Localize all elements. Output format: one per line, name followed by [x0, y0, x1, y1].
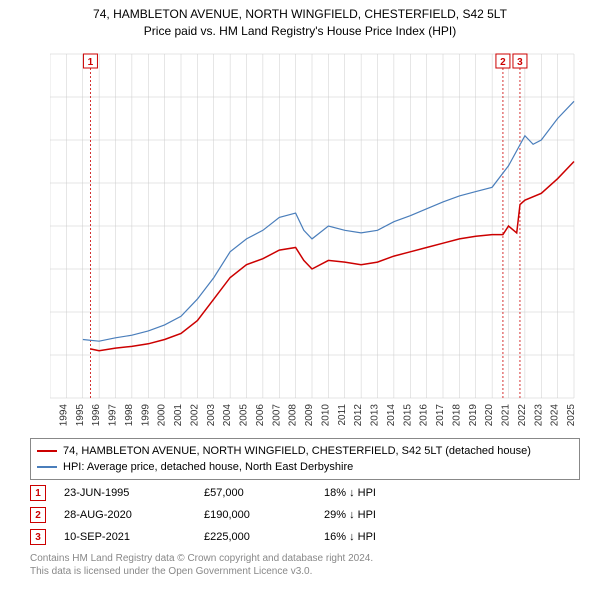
svg-text:1995: 1995 — [75, 404, 86, 427]
footer-line-1: Contains HM Land Registry data © Crown c… — [30, 552, 373, 565]
event-row-3: 3 10-SEP-2021 £225,000 16% ↓ HPI — [30, 526, 580, 548]
event-marker-2: 2 — [30, 507, 46, 523]
svg-text:2006: 2006 — [255, 404, 266, 427]
svg-text:2015: 2015 — [402, 404, 413, 427]
title-line-1: 74, HAMBLETON AVENUE, NORTH WINGFIELD, C… — [0, 6, 600, 23]
svg-text:1993: 1993 — [50, 404, 53, 427]
chart-container: 74, HAMBLETON AVENUE, NORTH WINGFIELD, C… — [0, 0, 600, 590]
event-marker-3: 3 — [30, 529, 46, 545]
legend-label-property: 74, HAMBLETON AVENUE, NORTH WINGFIELD, C… — [63, 445, 531, 457]
svg-text:1994: 1994 — [58, 404, 69, 427]
svg-text:2012: 2012 — [353, 404, 364, 427]
svg-text:2024: 2024 — [550, 404, 561, 427]
svg-text:1999: 1999 — [140, 404, 151, 427]
legend-box: 74, HAMBLETON AVENUE, NORTH WINGFIELD, C… — [30, 438, 580, 480]
chart-title: 74, HAMBLETON AVENUE, NORTH WINGFIELD, C… — [0, 0, 600, 40]
event-diff-2: 29% ↓ HPI — [324, 509, 376, 521]
svg-text:2005: 2005 — [239, 404, 250, 427]
event-diff-1: 18% ↓ HPI — [324, 487, 376, 499]
svg-text:2016: 2016 — [419, 404, 430, 427]
footer-text: Contains HM Land Registry data © Crown c… — [30, 552, 373, 578]
title-line-2: Price paid vs. HM Land Registry's House … — [0, 23, 600, 40]
svg-text:2013: 2013 — [370, 404, 381, 427]
event-price-1: £57,000 — [204, 487, 324, 499]
svg-text:1998: 1998 — [124, 404, 135, 427]
svg-text:2001: 2001 — [173, 404, 184, 427]
event-marker-1-num: 1 — [35, 488, 41, 499]
event-diff-3: 16% ↓ HPI — [324, 531, 376, 543]
svg-text:2011: 2011 — [337, 404, 348, 426]
legend-swatch-hpi — [37, 466, 57, 468]
footer-line-2: This data is licensed under the Open Gov… — [30, 565, 373, 578]
event-date-3: 10-SEP-2021 — [64, 531, 204, 543]
svg-text:2014: 2014 — [386, 404, 397, 427]
legend-row-property: 74, HAMBLETON AVENUE, NORTH WINGFIELD, C… — [37, 443, 573, 459]
svg-text:2007: 2007 — [271, 404, 282, 427]
event-price-2: £190,000 — [204, 509, 324, 521]
svg-text:2021: 2021 — [501, 404, 512, 427]
svg-text:2004: 2004 — [222, 404, 233, 427]
svg-text:2020: 2020 — [484, 404, 495, 427]
legend-row-hpi: HPI: Average price, detached house, Nort… — [37, 459, 573, 475]
svg-text:2002: 2002 — [189, 404, 200, 427]
svg-text:1997: 1997 — [108, 404, 119, 427]
events-table: 1 23-JUN-1995 £57,000 18% ↓ HPI 2 28-AUG… — [30, 482, 580, 548]
event-price-3: £225,000 — [204, 531, 324, 543]
legend-label-hpi: HPI: Average price, detached house, Nort… — [63, 461, 353, 473]
chart-svg: £0£50K£100K£150K£200K£250K£300K£350K£400… — [50, 48, 580, 428]
event-row-2: 2 28-AUG-2020 £190,000 29% ↓ HPI — [30, 504, 580, 526]
event-marker-3-num: 3 — [35, 532, 41, 543]
svg-text:2009: 2009 — [304, 404, 315, 427]
svg-text:2022: 2022 — [517, 404, 528, 427]
svg-text:2003: 2003 — [206, 404, 217, 427]
svg-text:2008: 2008 — [288, 404, 299, 427]
legend-swatch-property — [37, 450, 57, 452]
chart-plot-area: £0£50K£100K£150K£200K£250K£300K£350K£400… — [50, 48, 580, 428]
event-date-1: 23-JUN-1995 — [64, 487, 204, 499]
svg-text:1996: 1996 — [91, 404, 102, 427]
svg-text:3: 3 — [517, 57, 523, 68]
svg-text:1: 1 — [88, 57, 94, 68]
svg-text:2025: 2025 — [566, 404, 577, 427]
event-date-2: 28-AUG-2020 — [64, 509, 204, 521]
event-row-1: 1 23-JUN-1995 £57,000 18% ↓ HPI — [30, 482, 580, 504]
event-marker-2-num: 2 — [35, 510, 41, 521]
event-marker-1: 1 — [30, 485, 46, 501]
svg-text:2018: 2018 — [451, 404, 462, 427]
svg-text:2019: 2019 — [468, 404, 479, 427]
svg-text:2017: 2017 — [435, 404, 446, 427]
svg-text:2: 2 — [500, 57, 506, 68]
svg-text:2010: 2010 — [320, 404, 331, 427]
svg-text:2000: 2000 — [157, 404, 168, 427]
svg-text:2023: 2023 — [533, 404, 544, 427]
